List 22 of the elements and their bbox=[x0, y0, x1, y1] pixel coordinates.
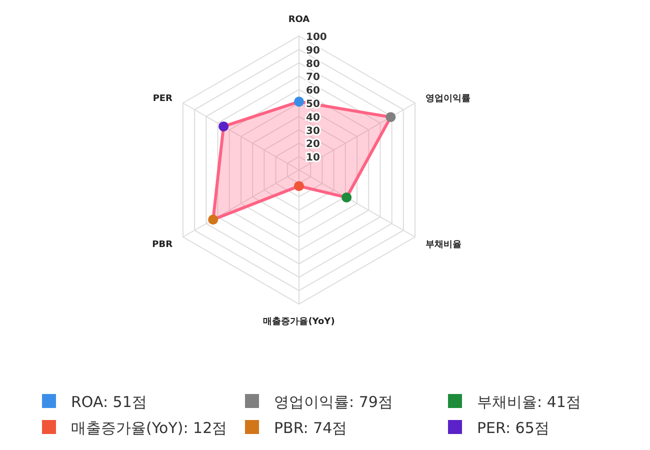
text: 부채비율: 41점 bbox=[477, 393, 581, 411]
y-tick-label: 80 bbox=[306, 58, 320, 70]
y-tick-label: 10 bbox=[306, 152, 320, 164]
y-tick-label: 50 bbox=[306, 99, 320, 110]
text: 매출증가율(YoY): 12점 bbox=[71, 419, 228, 437]
y-tick-label: 100 bbox=[306, 32, 327, 43]
text: PER: 65점 bbox=[477, 419, 550, 437]
y-tick-label: 60 bbox=[306, 86, 320, 97]
text: PBR: 74점 bbox=[274, 419, 348, 437]
category-label: 매출증가율(YoY) bbox=[263, 317, 335, 328]
y-tick-label: 20 bbox=[306, 139, 320, 150]
y-tick-label: 90 bbox=[306, 45, 320, 56]
text: ROA: 51점 bbox=[71, 393, 147, 411]
text: 영업이익률: 79점 bbox=[274, 393, 393, 411]
category-label: PBR bbox=[152, 240, 172, 250]
category-label: 부채비율 bbox=[426, 240, 462, 250]
category-label: 영업이익률 bbox=[426, 94, 470, 104]
y-tick-label: 40 bbox=[306, 112, 320, 124]
y-tick-label: 70 bbox=[306, 72, 320, 84]
category-label: PER bbox=[152, 94, 172, 104]
y-tick-label: 30 bbox=[306, 126, 320, 137]
category-label: ROA bbox=[288, 14, 310, 25]
